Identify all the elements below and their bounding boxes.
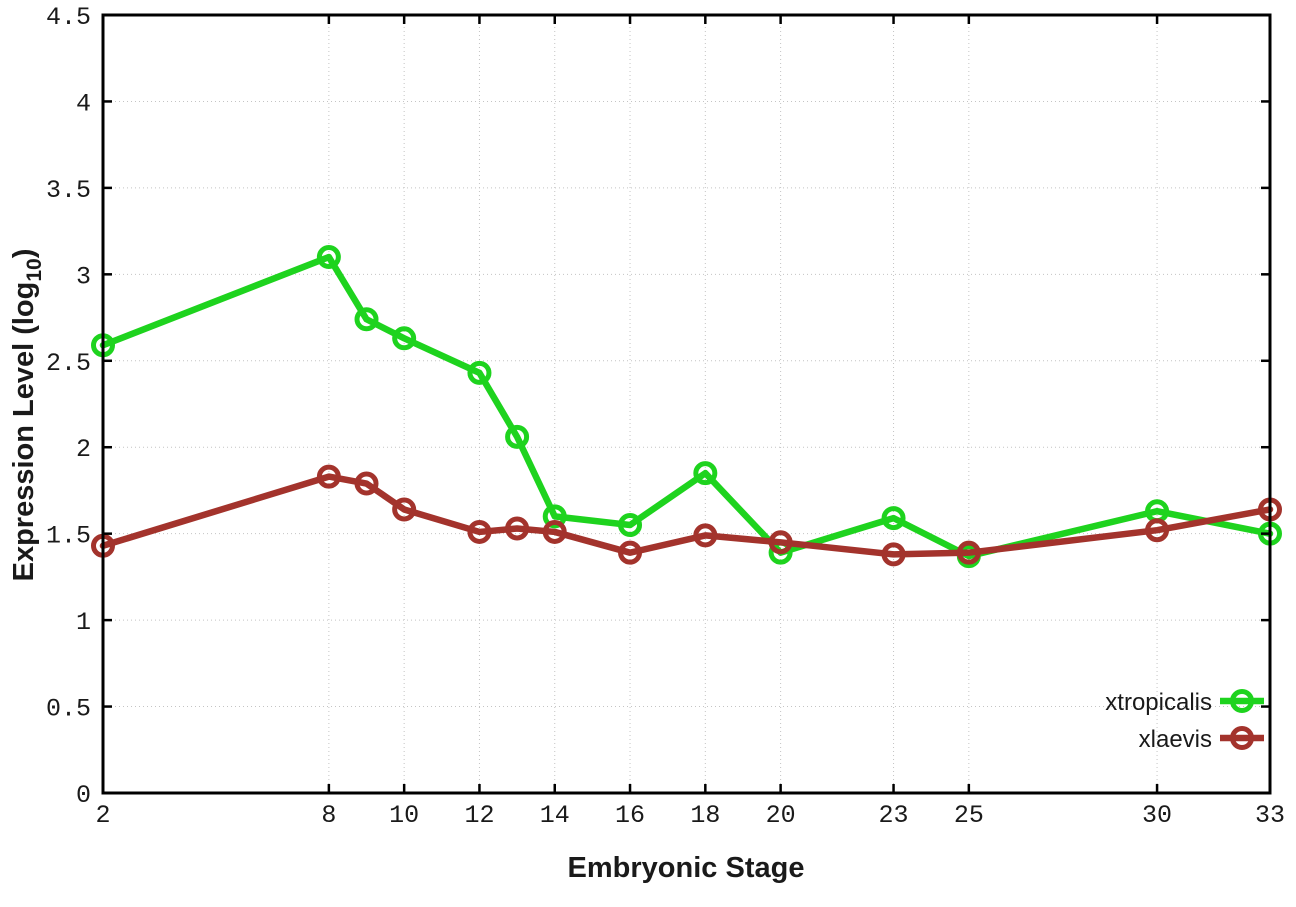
x-axis-label: Embryonic Stage — [568, 852, 805, 884]
legend-marker-xlaevis — [1230, 726, 1254, 750]
y-tick-label-1: 1 — [76, 608, 91, 637]
data-point-xlaevis-stage-18 — [693, 523, 718, 548]
y-axis-label: Expression Level (log10) — [8, 249, 46, 582]
x-tick-label-8: 8 — [321, 801, 336, 830]
y-tick-label-0.5: 0.5 — [46, 695, 91, 724]
legend-label-xlaevis: xlaevis — [1139, 726, 1212, 753]
data-point-xtropicalis-stage-13 — [505, 424, 530, 449]
data-point-xtropicalis-stage-16 — [618, 513, 643, 538]
data-point-xtropicalis-stage-10 — [392, 326, 417, 351]
x-tick-label-10: 10 — [389, 801, 419, 830]
x-tick-label-30: 30 — [1142, 801, 1172, 830]
plot-box — [101, 13, 1272, 795]
x-tick-label-14: 14 — [540, 801, 570, 830]
data-point-xlaevis-stage-9 — [354, 471, 379, 496]
data-point-xlaevis-stage-30 — [1145, 518, 1170, 543]
legend-item-xlaevis: xlaevis — [1139, 726, 1264, 753]
y-tick-label-3: 3 — [76, 262, 91, 291]
data-point-xtropicalis-stage-8 — [316, 245, 341, 270]
x-tick-label-12: 12 — [464, 801, 494, 830]
y-tick-label-2.5: 2.5 — [46, 349, 91, 378]
x-tick-label-18: 18 — [690, 801, 720, 830]
data-point-xlaevis-stage-25 — [956, 540, 981, 565]
data-point-xlaevis-stage-10 — [392, 497, 417, 522]
y-tick-label-2: 2 — [76, 435, 91, 464]
plot-border — [101, 13, 1272, 795]
grid — [102, 14, 1271, 794]
x-tick-label-25: 25 — [954, 801, 984, 830]
data-point-xtropicalis-stage-12 — [467, 360, 492, 385]
data-point-xtropicalis-stage-9 — [354, 307, 379, 332]
data-point-xlaevis-stage-23 — [881, 542, 906, 567]
data-point-xlaevis-stage-14 — [542, 519, 567, 544]
axis-ticks — [101, 13, 1272, 795]
data-series — [91, 245, 1282, 569]
legend-item-xtropicalis: xtropicalis — [1105, 689, 1264, 716]
y-tick-label-3.5: 3.5 — [46, 176, 91, 205]
legend-marker-xtropicalis — [1230, 689, 1254, 713]
legend: xtropicalis xlaevis — [1105, 689, 1264, 753]
y-tick-label-4: 4 — [76, 89, 91, 118]
x-tick-label-16: 16 — [615, 801, 645, 830]
y-tick-label-1.5: 1.5 — [46, 522, 91, 551]
data-point-xlaevis-stage-20 — [768, 530, 793, 555]
data-point-xlaevis-stage-12 — [467, 519, 492, 544]
x-tick-label-2: 2 — [95, 801, 110, 830]
x-tick-label-20: 20 — [766, 801, 796, 830]
data-point-xlaevis-stage-13 — [505, 516, 530, 541]
y-tick-label-0: 0 — [76, 781, 91, 810]
data-point-xtropicalis-stage-18 — [693, 461, 718, 486]
legend-label-xtropicalis: xtropicalis — [1105, 689, 1212, 716]
x-tick-label-23: 23 — [879, 801, 909, 830]
data-point-xtropicalis-stage-23 — [881, 506, 906, 531]
data-point-xtropicalis-stage-14 — [542, 504, 567, 529]
data-point-xlaevis-stage-16 — [618, 540, 643, 565]
data-point-xlaevis-stage-8 — [316, 464, 341, 489]
x-tick-label-33: 33 — [1255, 801, 1285, 830]
tick-labels: 2 8 10 12 14 16 18 20 23 25 30 33 0 0.5 1 1.5 2 2.5 3 3.5 4 4… — [46, 3, 1285, 830]
series-line-xtropicalis — [99, 253, 1274, 560]
axis-labels: Embryonic Stage Expression Level (log10) — [8, 249, 804, 884]
y-tick-label-4.5: 4.5 — [46, 3, 91, 32]
